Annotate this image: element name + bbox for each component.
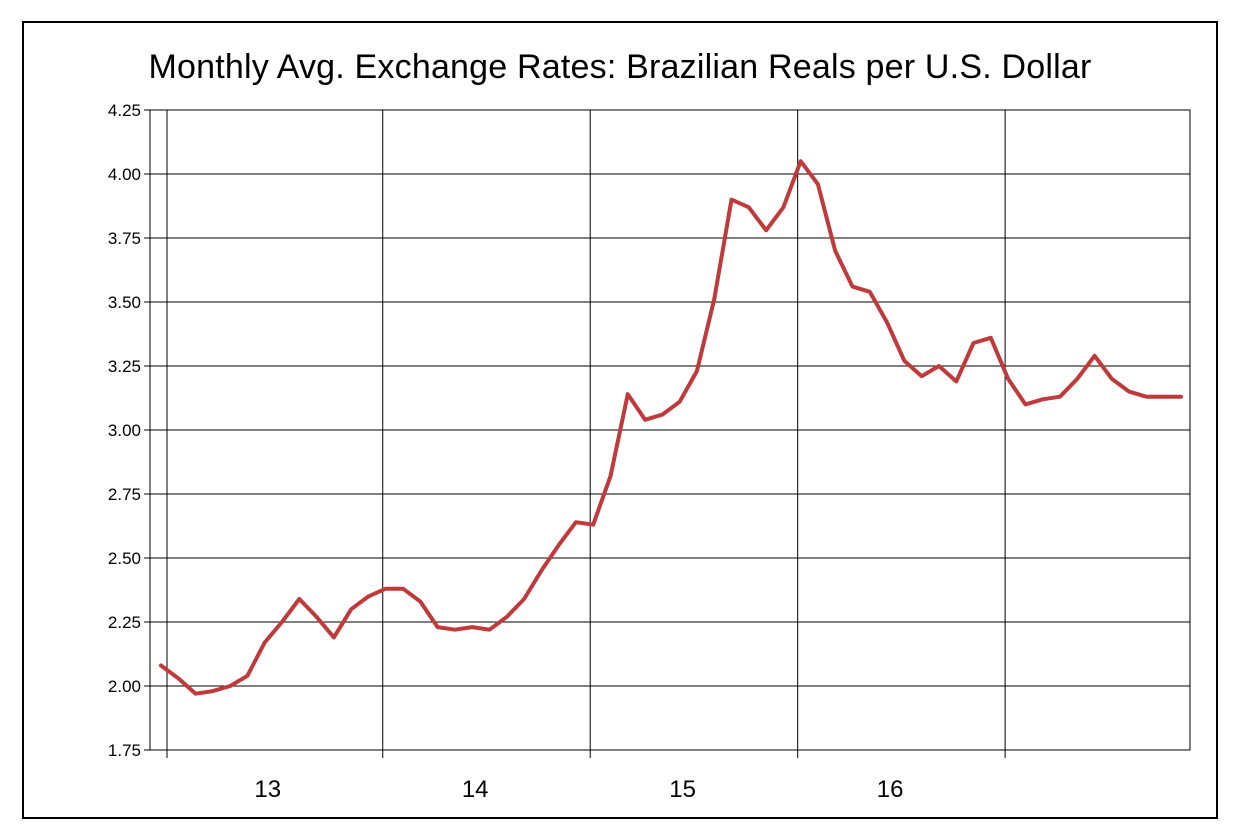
data-point	[816, 182, 820, 186]
data-point	[367, 594, 371, 598]
y-tick-label: 2.00	[108, 677, 141, 696]
data-point	[937, 364, 941, 368]
y-tick-label: 2.75	[108, 485, 141, 504]
data-point	[712, 297, 716, 301]
data-point	[159, 664, 163, 668]
data-point	[920, 374, 924, 378]
data-point	[297, 597, 301, 601]
data-point	[332, 635, 336, 639]
data-point	[349, 607, 353, 611]
data-point	[799, 159, 803, 163]
y-tick-label: 3.00	[108, 421, 141, 440]
x-tick-label: 16	[877, 776, 904, 803]
y-tick-label: 3.50	[108, 293, 141, 312]
data-point	[522, 597, 526, 601]
data-point	[989, 336, 993, 340]
data-point	[678, 400, 682, 404]
data-point	[833, 249, 837, 253]
data-point	[488, 628, 492, 632]
data-point	[418, 600, 422, 604]
data-point	[263, 641, 267, 645]
data-point	[539, 569, 543, 573]
x-tick-label: 14	[462, 776, 489, 803]
data-point	[954, 379, 958, 383]
data-point	[1144, 395, 1148, 399]
data-point	[747, 205, 751, 209]
data-point	[695, 369, 699, 373]
y-tick-label: 3.75	[108, 229, 141, 248]
data-point	[643, 418, 647, 422]
data-point	[1093, 354, 1097, 358]
data-point	[315, 615, 319, 619]
data-point	[280, 620, 284, 624]
data-point	[245, 674, 249, 678]
data-point	[384, 587, 388, 591]
y-tick-label: 2.50	[108, 549, 141, 568]
data-point	[609, 474, 613, 478]
data-point	[401, 587, 405, 591]
y-tick-label: 4.00	[108, 165, 141, 184]
data-point	[176, 676, 180, 680]
y-tick-label: 4.25	[108, 101, 141, 120]
data-point	[730, 198, 734, 202]
data-point	[574, 520, 578, 524]
x-tick-label: 13	[254, 776, 281, 803]
data-point	[470, 625, 474, 629]
data-point	[453, 628, 457, 632]
data-point	[228, 684, 232, 688]
data-point	[211, 689, 215, 693]
data-point	[1075, 377, 1079, 381]
y-tick-label: 2.25	[108, 613, 141, 632]
data-point	[1110, 377, 1114, 381]
data-point	[591, 523, 595, 527]
y-tick-label: 1.75	[108, 741, 141, 760]
data-point	[972, 341, 976, 345]
data-point	[902, 359, 906, 363]
data-point	[764, 228, 768, 232]
data-point	[1058, 395, 1062, 399]
data-point	[505, 615, 509, 619]
data-point	[781, 205, 785, 209]
data-point	[626, 392, 630, 396]
data-point	[557, 543, 561, 547]
data-point	[436, 625, 440, 629]
data-point	[1023, 402, 1027, 406]
data-point	[851, 285, 855, 289]
x-tick-label: 15	[669, 776, 696, 803]
data-point	[1162, 395, 1166, 399]
data-point	[1127, 390, 1131, 394]
y-tick-label: 3.25	[108, 357, 141, 376]
data-point	[1041, 397, 1045, 401]
data-point	[1006, 377, 1010, 381]
chart-title: Monthly Avg. Exchange Rates: Brazilian R…	[148, 48, 1092, 86]
data-point	[1179, 395, 1183, 399]
data-point	[660, 413, 664, 417]
data-point	[868, 290, 872, 294]
series-line	[159, 159, 1183, 696]
data-point	[194, 692, 198, 696]
data-point	[885, 321, 889, 325]
